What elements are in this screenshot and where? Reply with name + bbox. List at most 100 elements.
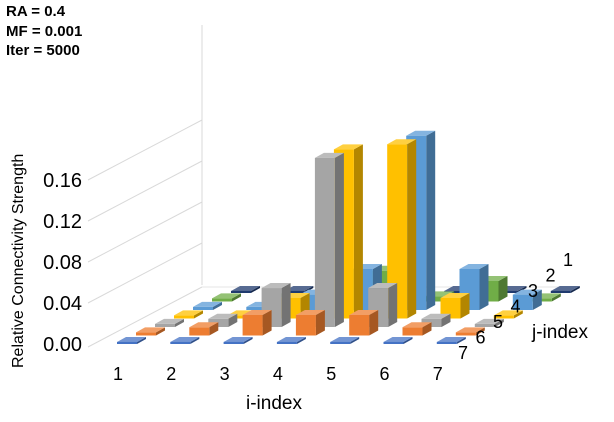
bar-side xyxy=(403,336,413,344)
y-tick-label: 0.04 xyxy=(43,293,82,315)
bar-j6-i3 xyxy=(242,310,272,336)
bar-side xyxy=(460,293,470,319)
bar-j5-i1 xyxy=(155,318,184,327)
bar-j6-i2 xyxy=(189,322,219,336)
bar-side xyxy=(388,283,398,327)
bar-side xyxy=(209,322,219,336)
y-tick-label: 0.16 xyxy=(43,170,82,192)
bar-side xyxy=(369,310,379,336)
bar-side xyxy=(441,313,451,327)
bar-top xyxy=(459,264,489,269)
bar-front xyxy=(440,298,461,319)
bar-front xyxy=(276,341,297,344)
z-tick-label: 3 xyxy=(528,281,538,301)
bar-front xyxy=(387,144,408,319)
bar-side xyxy=(137,336,146,344)
bar-top xyxy=(512,289,542,295)
bar-side xyxy=(498,276,508,302)
bar-j7-i5 xyxy=(330,336,360,344)
parameter-block: RA = 0.4 MF = 0.001 Iter = 5000 xyxy=(6,2,82,61)
y-tick-label: 0.08 xyxy=(43,252,82,274)
bar-top xyxy=(276,336,306,342)
floor-edge-left xyxy=(87,286,203,348)
bar-top xyxy=(349,310,379,315)
bar-top xyxy=(436,336,466,342)
bar-top xyxy=(155,318,184,324)
bar-side xyxy=(190,336,200,344)
bar-front xyxy=(455,332,476,336)
bar-side xyxy=(422,322,432,336)
bar-j5-i4 xyxy=(314,152,344,327)
bar-side xyxy=(494,318,504,327)
bar-top xyxy=(284,285,314,291)
bar-j4-i5 xyxy=(387,139,417,319)
bar-top xyxy=(231,285,260,291)
iter-label: Iter = 5000 xyxy=(6,42,80,59)
y-axis-title: Relative Connectivity Strength xyxy=(10,154,27,368)
bar-side xyxy=(532,289,542,310)
bar-top xyxy=(117,336,146,342)
bar-j7-i7 xyxy=(436,336,466,344)
bar-side xyxy=(262,310,272,336)
bar-top xyxy=(474,318,504,324)
z-tick-label: 4 xyxy=(511,297,521,317)
bar-front xyxy=(155,323,175,327)
bar-side xyxy=(456,336,466,344)
x-axis-title: i-index xyxy=(246,393,302,414)
bar-j4-i6 xyxy=(440,293,470,319)
bar-side xyxy=(228,313,238,327)
bar-front xyxy=(223,341,244,344)
z-tick-label: 6 xyxy=(476,328,486,348)
bar-j6-i7 xyxy=(455,327,485,336)
bar-j2-i1 xyxy=(212,293,241,302)
bar-top xyxy=(406,130,436,136)
bar-top xyxy=(208,313,238,319)
z-tick-label: 2 xyxy=(546,266,556,286)
bar-front xyxy=(295,315,316,336)
bar-top xyxy=(368,283,398,289)
chart-bars xyxy=(117,130,580,344)
bar-front xyxy=(212,298,232,302)
bar-j6-i5 xyxy=(349,310,379,336)
z-tick-label: 5 xyxy=(493,312,503,332)
bar-j7-i4 xyxy=(276,336,306,344)
bar-side xyxy=(175,318,184,327)
bar-j6-i6 xyxy=(402,322,432,336)
x-tick-label: 7 xyxy=(433,364,443,384)
bar-top xyxy=(493,310,523,316)
x-tick-label: 4 xyxy=(273,364,283,384)
bar-top xyxy=(550,285,580,291)
bar-front xyxy=(242,315,263,336)
bar-front xyxy=(474,323,495,327)
x-tick-label: 2 xyxy=(166,364,176,384)
bar-front xyxy=(136,332,156,336)
bar-j7-i3 xyxy=(223,336,253,344)
bar-top xyxy=(387,139,417,145)
bar-side xyxy=(570,285,580,293)
bar-j6-i4 xyxy=(295,310,325,336)
bar-j7-i1 xyxy=(117,336,146,344)
bar-side xyxy=(296,336,306,344)
bar-j5-i7 xyxy=(474,318,504,327)
bar-top xyxy=(223,336,253,342)
bar-top xyxy=(330,336,360,342)
bar-side xyxy=(407,139,417,319)
bar-side xyxy=(315,310,325,336)
bar-top xyxy=(189,322,219,328)
bar-top xyxy=(212,293,241,299)
bar-top xyxy=(242,310,272,315)
bar-j7-i2 xyxy=(170,336,200,344)
bar-top xyxy=(261,283,291,289)
bar-j4-i1 xyxy=(174,310,203,319)
bar-top xyxy=(174,310,203,316)
bar-j4-i7 xyxy=(493,310,523,319)
bar-side xyxy=(353,144,363,319)
bar-j3-i7 xyxy=(512,289,542,310)
bar-front xyxy=(330,341,351,344)
bar-side xyxy=(551,293,561,302)
bar-front xyxy=(349,315,370,336)
bar-j1-i1 xyxy=(231,285,260,293)
bar-front xyxy=(314,157,335,327)
bar-j1-i7 xyxy=(550,285,580,293)
